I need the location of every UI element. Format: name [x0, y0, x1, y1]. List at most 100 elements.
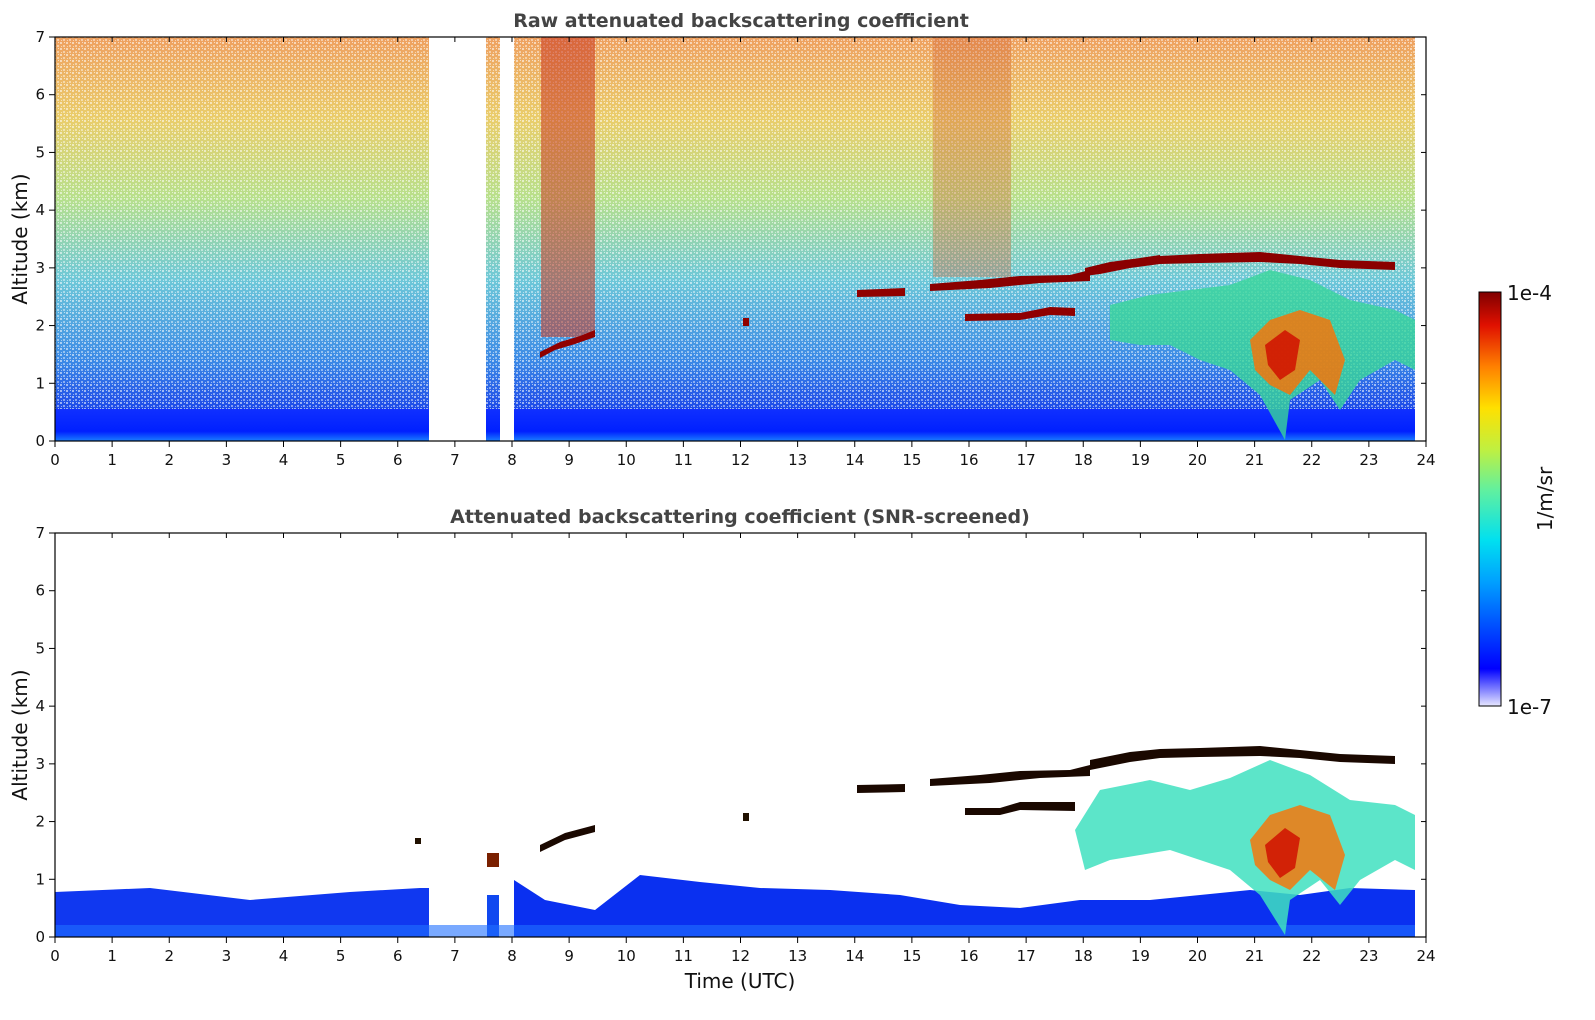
panel-raw-xtick-label: 24: [1416, 451, 1435, 469]
panel-screened-ytick-label: 7: [35, 524, 45, 542]
panel-raw-cloud-layer-4: [930, 270, 1090, 291]
panel-screened-xtick-label: 1: [107, 947, 117, 965]
panel-screened-ylabel: Altitude (km): [8, 669, 32, 800]
panel-raw-noisy-column-2: [933, 37, 1011, 277]
panel-screened-ytick-label: 2: [35, 813, 45, 831]
panel-screened-xtick-label: 0: [50, 947, 60, 965]
panel-raw-xticks: 0 1 2 3 4 5 6 7 8 9 10 11 12 13 14 15 16 17 18 19 20 21 22 23 24: [50, 37, 1436, 469]
panel-raw-xtick-label: 10: [617, 451, 636, 469]
panel-raw-xtick-label: 9: [564, 451, 574, 469]
panel-screened-plot-area: [55, 533, 1426, 937]
colorbar-min-label: 1e-7: [1507, 695, 1552, 719]
panel-screened-yticks: 0 1 2 3 4 5 6 7: [35, 524, 1426, 946]
panel-raw-xtick-label: 1: [107, 451, 117, 469]
panel-screened-xtick-label: 18: [1074, 947, 1093, 965]
panel-raw-ytick-label: 6: [35, 86, 45, 104]
panel-raw-ytick-label: 3: [35, 259, 45, 277]
colorbar-gradient: [1478, 291, 1502, 707]
panel-raw-yticks: 0 1 2 3 4 5 6 7: [35, 28, 1426, 450]
panel-raw-xtick-label: 17: [1017, 451, 1036, 469]
panel-raw-xtick-label: 18: [1074, 451, 1093, 469]
panel-raw-ytick-label: 7: [35, 28, 45, 46]
panel-screened-title: Attenuated backscattering coefficient (S…: [450, 506, 1030, 528]
panel-screened-xtick-label: 22: [1302, 947, 1321, 965]
panel-screened-xtick-label: 9: [564, 947, 574, 965]
panel-screened-cloud-4: [1090, 746, 1395, 770]
panel-raw-xtick-label: 23: [1359, 451, 1378, 469]
panel-raw-xtick-label: 22: [1302, 451, 1321, 469]
panel-raw-title: Raw attenuated backscattering coefficien…: [513, 10, 969, 32]
panel-raw-plot-area: [55, 37, 1415, 441]
panel-screened-xtick-label: 2: [164, 947, 174, 965]
colorbar-max-label: 1e-4: [1507, 281, 1552, 305]
panel-screened-xtick-label: 8: [507, 947, 517, 965]
panel-screened-xtick-label: 15: [902, 947, 921, 965]
colorbar: 1e-4 1e-7 1/m/sr: [1478, 281, 1557, 719]
panel-raw-xtick-label: 4: [279, 451, 289, 469]
panel-screened-cloud-1: [540, 825, 595, 852]
panel-raw-data-gap-2: [500, 37, 514, 441]
panel-screened-xtick-label: 10: [617, 947, 636, 965]
panel-screened-ytick-label: 4: [35, 697, 45, 715]
panel-screened-ytick-label: 6: [35, 582, 45, 600]
panel-screened-xtick-label: 17: [1017, 947, 1036, 965]
panel-raw-xtick-label: 21: [1245, 451, 1264, 469]
panel-raw-xtick-label: 0: [50, 451, 60, 469]
panel-screened-background: [55, 533, 1426, 937]
panel-raw-cloud-layer-5: [1085, 255, 1160, 276]
colorbar-unit-label: 1/m/sr: [1533, 466, 1557, 531]
panel-screened-small-echo-2: [415, 838, 421, 844]
panel-screened-xtick-label: 12: [731, 947, 750, 965]
panel-raw-cloud-layer-2: [743, 318, 749, 326]
panel-screened-boundary-layer: [55, 888, 429, 937]
panel-raw-ytick-label: 2: [35, 317, 45, 335]
panel-raw-ylabel: Altitude (km): [8, 173, 32, 304]
panel-raw-cloud-layer-3: [857, 288, 905, 297]
panel-raw-xtick-label: 20: [1188, 451, 1207, 469]
panel-raw-ytick-label: 4: [35, 201, 45, 219]
panel-screened-ytick-label: 5: [35, 639, 45, 657]
panel-screened-xtick-label: 4: [279, 947, 289, 965]
panel-screened-xtick-label: 13: [788, 947, 807, 965]
panel-screened-xtick-label: 20: [1188, 947, 1207, 965]
panel-screened-ytick-label: 0: [35, 928, 45, 946]
panel-screened: Attenuated backscattering coefficient (S…: [8, 506, 1436, 993]
panel-screened-cloud-lower: [965, 802, 1075, 815]
panel-screened-xtick-label: 14: [845, 947, 864, 965]
panel-screened-small-echo-3: [743, 813, 749, 821]
panel-raw-xtick-label: 7: [450, 451, 460, 469]
panel-raw-ytick-label: 1: [35, 374, 45, 392]
panel-screened-xtick-label: 23: [1359, 947, 1378, 965]
panel-screened-cloud-2: [857, 784, 905, 793]
panel-screened-cloud-3: [930, 765, 1090, 786]
panel-screened-xtick-label: 6: [393, 947, 403, 965]
panel-raw-noisy-column: [541, 37, 595, 337]
panel-raw-boundary-layer: [55, 409, 1415, 441]
panel-screened-small-echo-1: [487, 853, 499, 867]
panel-screened-bl-base: [55, 925, 1415, 937]
panel-screened-ytick-label: 3: [35, 755, 45, 773]
panel-raw-xtick-label: 11: [674, 451, 693, 469]
panel-raw-xtick-label: 6: [393, 451, 403, 469]
panel-raw: Raw attenuated backscattering coefficien…: [8, 10, 1436, 469]
panel-screened-xtick-label: 5: [336, 947, 346, 965]
panel-raw-xtick-label: 12: [731, 451, 750, 469]
panel-screened-boundary-layer-2: [514, 875, 1415, 937]
panel-screened-xtick-label: 24: [1416, 947, 1435, 965]
panel-screened-xtick-label: 21: [1245, 947, 1264, 965]
panel-raw-xtick-label: 15: [902, 451, 921, 469]
panel-raw-xtick-label: 5: [336, 451, 346, 469]
panel-raw-xtick-label: 16: [959, 451, 978, 469]
panel-raw-convective-hot: [1265, 330, 1300, 380]
panel-raw-cloud-layer-6: [1160, 252, 1395, 270]
panel-screened-xtick-label: 7: [450, 947, 460, 965]
panel-raw-xtick-label: 2: [164, 451, 174, 469]
panel-screened-convective-hot: [1265, 828, 1300, 878]
panel-screened-xtick-label: 19: [1131, 947, 1150, 965]
panel-screened-xtick-label: 16: [959, 947, 978, 965]
panel-raw-ytick-label: 5: [35, 143, 45, 161]
panel-raw-cloud-layer-1: [540, 330, 595, 358]
panel-screened-ytick-label: 1: [35, 870, 45, 888]
panel-raw-xtick-label: 14: [845, 451, 864, 469]
